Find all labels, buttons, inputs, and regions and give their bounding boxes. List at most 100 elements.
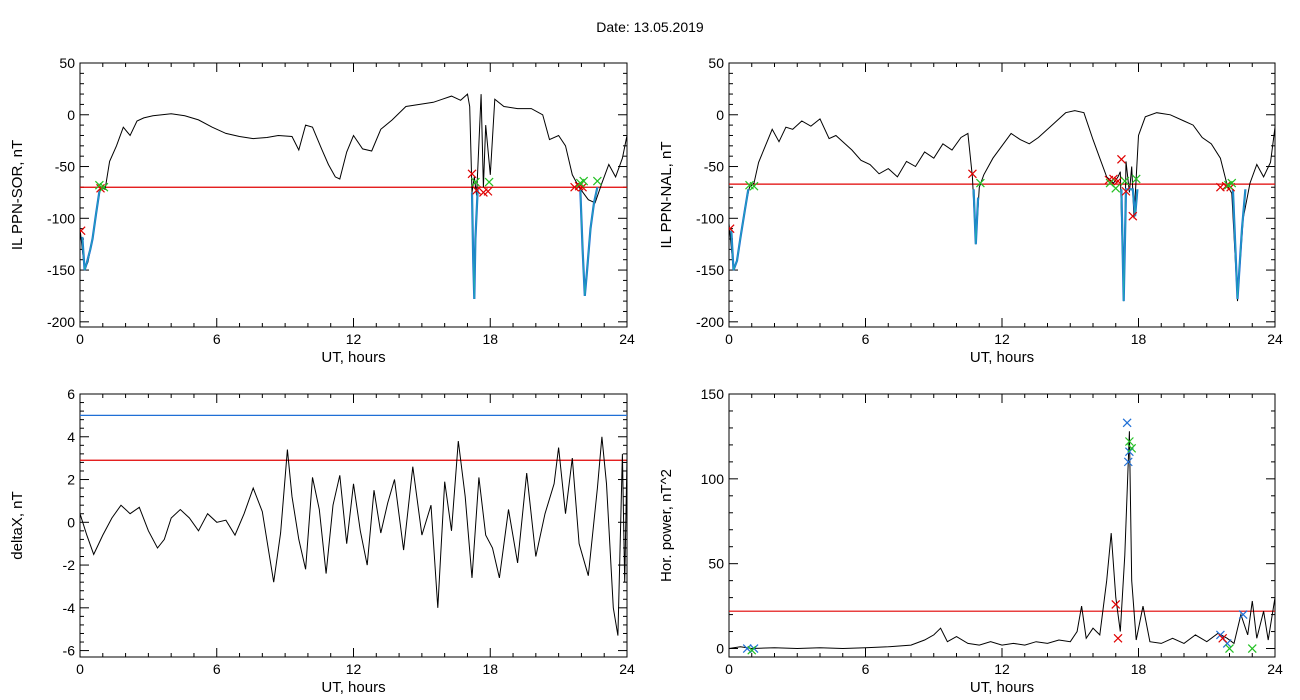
y-tick-label: -50: [55, 159, 75, 175]
marker-red: [1121, 186, 1131, 196]
x-tick-label: 18: [482, 331, 498, 347]
marker-green: [1247, 644, 1257, 653]
y-tick-label: -100: [47, 210, 75, 226]
x-axis-label: UT, hours: [970, 679, 1034, 696]
plot-frame: [728, 62, 1276, 328]
data-series-line: [729, 110, 1275, 302]
x-tick-label: 0: [725, 661, 733, 677]
y-tick-label: 0: [67, 107, 75, 123]
y-tick-label: 100: [701, 471, 725, 487]
marker-red: [1128, 211, 1138, 221]
marker-red: [96, 183, 105, 193]
y-tick-label: 50: [708, 556, 724, 572]
x-tick-label: 6: [213, 331, 221, 347]
y-tick-label: -50: [704, 159, 724, 175]
x-tick-label: 0: [76, 661, 84, 677]
marker-green: [1131, 174, 1141, 184]
marker-red: [472, 185, 481, 195]
marker-blue: [1238, 610, 1248, 620]
x-tick-label: 6: [213, 661, 221, 677]
marker-green: [1227, 178, 1237, 188]
y-tick-label: 0: [716, 107, 724, 123]
marker-green: [592, 176, 602, 186]
chart-date-title: Date: 13.05.2019: [596, 19, 704, 35]
highlight-series: [81, 191, 101, 271]
y-tick-label: 50: [59, 55, 75, 71]
marker-red: [729, 224, 735, 234]
y-tick-label: -200: [696, 314, 724, 330]
x-tick-label: 24: [619, 331, 635, 347]
x-tick-label: 18: [1131, 661, 1147, 677]
x-tick-label: 6: [862, 661, 870, 677]
x-axis-label: UT, hours: [321, 679, 385, 696]
data-series-line: [80, 436, 627, 636]
marker-green: [975, 178, 985, 188]
marker-red: [1113, 633, 1123, 643]
highlight-series-inner: [579, 187, 598, 296]
marker-red: [968, 169, 977, 179]
data-layer: [729, 110, 1275, 302]
x-tick-label: 18: [482, 661, 498, 677]
marker-red: [1117, 154, 1126, 164]
y-tick-label: 50: [708, 55, 724, 71]
y-axis-label: IL PPN-NAL, nT: [658, 142, 675, 249]
marker-green: [1120, 176, 1130, 186]
marker-green: [747, 645, 757, 655]
x-tick-label: 24: [1267, 661, 1283, 677]
x-tick-label: 24: [619, 661, 635, 677]
x-tick-label: 0: [76, 331, 84, 347]
y-tick-label: -2: [63, 557, 76, 573]
chart-panel-4: 0 6 12 18 24 0 50 100 150 UT, hours Hor. power, nT…: [658, 386, 1283, 696]
highlight-series-inner: [1232, 189, 1246, 300]
y-tick-label: -100: [696, 210, 724, 226]
marker-blue: [742, 644, 752, 653]
chart-panel-1: 0 6 12 18 24 -200 -150 -100 -50 0 50 UT, hours IL PP…: [9, 55, 635, 366]
highlight-series: [730, 189, 750, 271]
marker-green: [471, 177, 480, 187]
marker-green: [749, 181, 759, 191]
highlight-series-inner: [471, 189, 479, 300]
highlight-series-inner: [973, 189, 979, 245]
data-series-line: [729, 431, 1275, 650]
x-tick-label: 12: [994, 331, 1010, 347]
marker-green: [99, 182, 109, 192]
x-axis-label: UT, hours: [970, 349, 1034, 366]
marker-green: [579, 176, 589, 186]
y-tick-label: 0: [716, 641, 724, 657]
marker-red: [467, 169, 477, 179]
marker-green: [94, 180, 104, 190]
marker-red: [1113, 176, 1123, 186]
plot-frame: [728, 393, 1276, 658]
y-axis-label: Hor. power, nT^2: [658, 469, 675, 582]
y-tick-label: 4: [67, 429, 75, 445]
y-tick-label: 2: [67, 472, 75, 488]
y-tick-label: -200: [47, 314, 75, 330]
marker-red: [80, 226, 86, 236]
data-layer: [80, 414, 627, 636]
highlight-series-inner: [730, 189, 749, 271]
marker-red: [1111, 599, 1121, 609]
marker-green: [1124, 437, 1134, 446]
highlight-series-inner: [1121, 188, 1138, 302]
marker-red: [483, 186, 493, 196]
y-tick-label: -150: [696, 262, 724, 278]
data-layer: [729, 418, 1275, 655]
marker-green: [1111, 183, 1121, 193]
y-tick-label: 0: [67, 514, 75, 530]
y-tick-label: -6: [63, 643, 76, 659]
data-layer: [80, 93, 627, 300]
highlight-series: [1231, 189, 1247, 300]
x-tick-label: 12: [346, 331, 362, 347]
x-tick-label: 18: [1131, 331, 1147, 347]
highlight-series: [579, 186, 599, 296]
marker-red: [1218, 633, 1228, 643]
x-tick-label: 24: [1267, 331, 1283, 347]
highlight-series-inner: [81, 191, 100, 271]
data-series-line: [80, 93, 627, 271]
plot-frame: [79, 62, 628, 328]
x-tick-label: 12: [346, 661, 362, 677]
marker-blue: [1123, 457, 1133, 467]
x-tick-label: 0: [725, 331, 733, 347]
